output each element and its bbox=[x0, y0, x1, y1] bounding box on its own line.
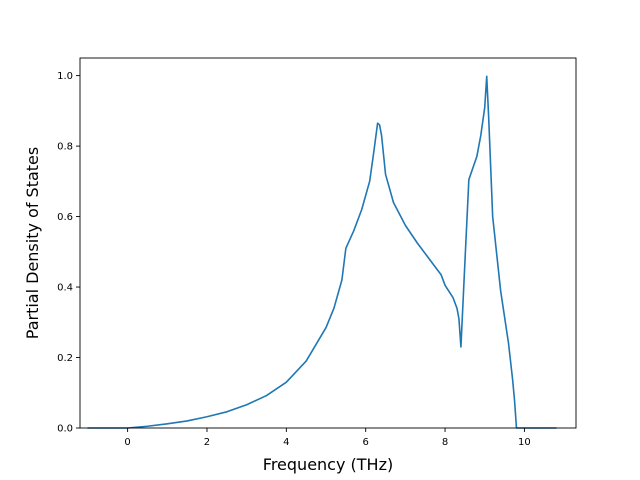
plot-area bbox=[87, 75, 557, 429]
y-tick-label: 1.0 bbox=[57, 71, 73, 82]
x-axis-label: Frequency (THz) bbox=[263, 455, 393, 474]
y-tick-label: 0.8 bbox=[57, 142, 73, 153]
x-tick-label: 8 bbox=[442, 437, 448, 448]
x-tick-label: 6 bbox=[363, 437, 369, 448]
x-tick-label: 4 bbox=[283, 437, 289, 448]
plot-frame bbox=[79, 57, 577, 429]
series-line-0 bbox=[87, 75, 557, 429]
axes: 0 2 4 6 8 10 0.0 0.2 0.4 0.6 0.8 1.0 bbox=[57, 57, 577, 448]
x-tick-label: 2 bbox=[204, 437, 210, 448]
x-tick-label: 10 bbox=[518, 437, 531, 448]
y-tick-label: 0.4 bbox=[57, 283, 73, 294]
y-tick-label: 0.0 bbox=[57, 424, 73, 435]
y-tick-label: 0.6 bbox=[57, 212, 73, 223]
y-tick-label: 0.2 bbox=[57, 353, 73, 364]
y-axis-label: Partial Density of States bbox=[23, 147, 42, 339]
x-tick-label: 0 bbox=[124, 437, 130, 448]
